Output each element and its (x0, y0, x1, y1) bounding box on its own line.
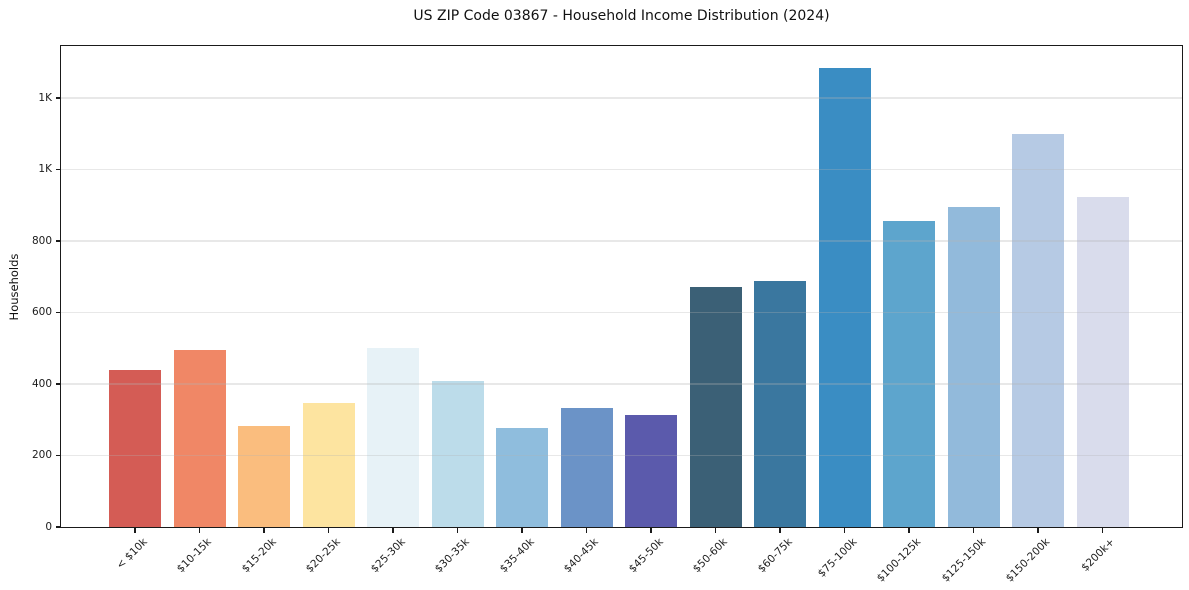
bar-150-200k (1012, 134, 1064, 527)
y-tick-mark-1200 (55, 97, 60, 99)
y-tick-mark-800 (55, 240, 60, 242)
gridline-y-1200 (61, 97, 1182, 99)
bar-10k (109, 369, 161, 527)
x-tick-label-15-20k: $15-20k (239, 536, 279, 576)
x-tick-mark-15-20k (263, 528, 265, 533)
y-tick-mark-1000 (55, 168, 60, 171)
x-tick-label-150-200k: $150-200k (1003, 536, 1053, 585)
x-tick-label-30-35k: $30-35k (432, 536, 472, 576)
plot-area (61, 46, 1182, 527)
x-tick-label-20-25k: $20-25k (303, 536, 343, 576)
bar-30-35k (431, 381, 484, 527)
chart-title: US ZIP Code 03867 - Household Income Dis… (413, 8, 830, 24)
x-tick-label-10k: < $10k (113, 536, 150, 572)
y-tick-label-200: 200 (31, 449, 52, 462)
bar-40-45k (560, 407, 613, 527)
bar-60-75k (754, 281, 806, 527)
bar-45-50k (625, 415, 677, 527)
x-tick-label-200k: $200k+ (1079, 536, 1117, 574)
x-tick-mark-40-45k (585, 528, 588, 533)
y-tick-label-400: 400 (31, 377, 52, 390)
x-tick-label-50-60k: $50-60k (690, 536, 730, 576)
x-tick-mark-45-50k (650, 528, 652, 533)
bar-20-25k (302, 402, 355, 527)
y-tick-mark-600 (55, 311, 60, 314)
y-tick-mark-400 (55, 383, 60, 385)
x-tick-mark-35-40k (521, 528, 523, 533)
x-tick-mark-150-200k (1037, 528, 1039, 533)
x-tick-mark-30-35k (456, 528, 459, 533)
x-tick-label-40-45k: $40-45k (561, 536, 601, 576)
bar-10-15k (173, 349, 226, 527)
bar-35-40k (496, 427, 548, 527)
x-tick-label-10-15k: $10-15k (174, 536, 214, 576)
x-tick-mark-25-30k (392, 528, 394, 533)
x-tick-label-60-75k: $60-75k (755, 536, 795, 576)
y-tick-label-1200: 1K (38, 91, 52, 104)
bar-100-125k (883, 220, 935, 527)
bar-15-20k (238, 426, 290, 527)
x-tick-label-35-40k: $35-40k (497, 536, 537, 576)
y-tick-mark-200 (55, 454, 60, 457)
x-tick-mark-200k (1101, 528, 1104, 533)
x-tick-label-45-50k: $45-50k (626, 536, 666, 576)
bar-75-100k (818, 67, 871, 527)
y-tick-label-800: 800 (31, 234, 52, 247)
bar-125-150k (947, 206, 1000, 527)
bar-25-30k (367, 348, 419, 527)
y-tick-mark-0 (55, 526, 60, 528)
x-tick-mark-125-150k (972, 528, 975, 533)
x-tick-label-125-150k: $125-150k (939, 536, 988, 585)
bar-50-60k (689, 287, 742, 527)
x-tick-mark-10k (134, 528, 136, 533)
x-tick-label-100-125k: $100-125k (874, 536, 924, 585)
x-tick-mark-60-75k (779, 528, 781, 533)
y-tick-label-0: 0 (45, 521, 52, 533)
x-tick-label-75-100k: $75-100k (815, 536, 859, 580)
y-tick-label-600: 600 (31, 306, 52, 319)
y-tick-label-1000: 1K (38, 163, 52, 176)
x-tick-mark-50-60k (714, 528, 717, 533)
x-tick-mark-10-15k (198, 528, 201, 533)
bar-200k (1076, 197, 1129, 527)
x-tick-label-25-30k: $25-30k (368, 536, 408, 576)
x-tick-mark-20-25k (327, 528, 330, 533)
x-tick-mark-75-100k (843, 528, 846, 533)
x-tick-mark-100-125k (908, 528, 910, 533)
